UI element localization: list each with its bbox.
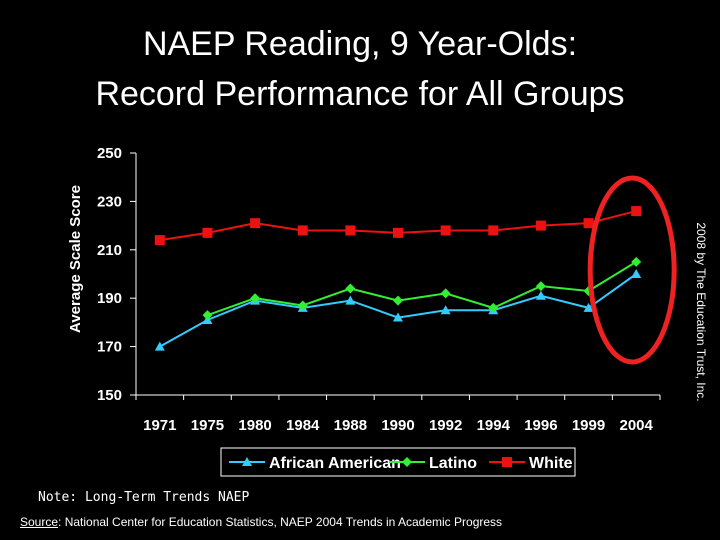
legend-label-white: White [529, 455, 573, 472]
legend-marker-white [502, 457, 512, 467]
x-tick-label: 1971 [143, 417, 176, 434]
y-tick-label: 250 [97, 145, 122, 162]
african-american-series-line [159, 273, 637, 348]
white-point [154, 235, 165, 246]
y-tick-label: 150 [97, 387, 122, 404]
note-text: Note: Long-Term Trends NAEP [38, 490, 250, 505]
y-axis-label: Average Scale Score [67, 185, 84, 333]
latino-point [488, 302, 499, 313]
x-tick-label: 1999 [572, 417, 605, 434]
white-point [393, 227, 403, 238]
white-point [345, 225, 356, 236]
latino-point [250, 293, 261, 304]
y-tick-label: 210 [97, 242, 122, 259]
african-american-point [440, 305, 451, 315]
x-tick-label: 1988 [334, 417, 367, 434]
y-tick-label: 190 [97, 290, 122, 307]
african-american-point [535, 290, 546, 300]
white-point [631, 206, 642, 217]
latino-point [345, 283, 356, 294]
legend-marker-latino [402, 457, 412, 467]
x-tick-label: 1975 [191, 417, 224, 434]
white-point [535, 220, 546, 231]
legend-label-african-american: African American [269, 455, 401, 472]
highlight-ellipse [587, 175, 677, 365]
african-american-point [345, 295, 356, 305]
source-text: : National Center for Education Statisti… [58, 515, 503, 529]
african-american-point [393, 312, 403, 322]
x-tick-label: 1994 [477, 417, 511, 434]
latino-point [393, 295, 403, 306]
latino-point [631, 256, 642, 267]
x-tick-label: 1992 [429, 417, 462, 434]
x-tick-label: 1984 [286, 417, 320, 434]
white-point [202, 227, 213, 238]
x-tick-label: 1990 [381, 417, 414, 434]
chart-title-line-1: NAEP Reading, 9 Year-Olds: [142, 25, 578, 63]
latino-point [297, 300, 308, 311]
white-point [583, 218, 594, 229]
copyright-credit: 2008 by The Education Trust, Inc. [694, 222, 708, 402]
white-point [440, 225, 451, 236]
latino-series-line [207, 261, 637, 317]
latino-point [535, 281, 546, 292]
legend-box [220, 447, 576, 477]
african-american-point [154, 341, 165, 351]
source-label: Source [20, 515, 59, 529]
x-tick-label: 1996 [524, 417, 557, 434]
x-tick-label: 1980 [238, 417, 271, 434]
african-american-point [631, 269, 642, 278]
legend-marker-african-american [242, 457, 252, 466]
y-tick-label: 170 [97, 339, 122, 356]
chart-title-line-2: Record Performance for All Groups [95, 75, 625, 113]
x-tick-label: 2004 [619, 417, 653, 434]
white-point [488, 225, 499, 236]
white-point [297, 225, 308, 236]
latino-point [202, 310, 213, 321]
african-american-point [583, 302, 594, 312]
latino-point [440, 288, 451, 299]
y-tick-label: 230 [97, 193, 122, 210]
white-point [250, 218, 261, 229]
legend-label-latino: Latino [429, 455, 477, 472]
source-line: Source: National Center for Education St… [20, 515, 502, 529]
